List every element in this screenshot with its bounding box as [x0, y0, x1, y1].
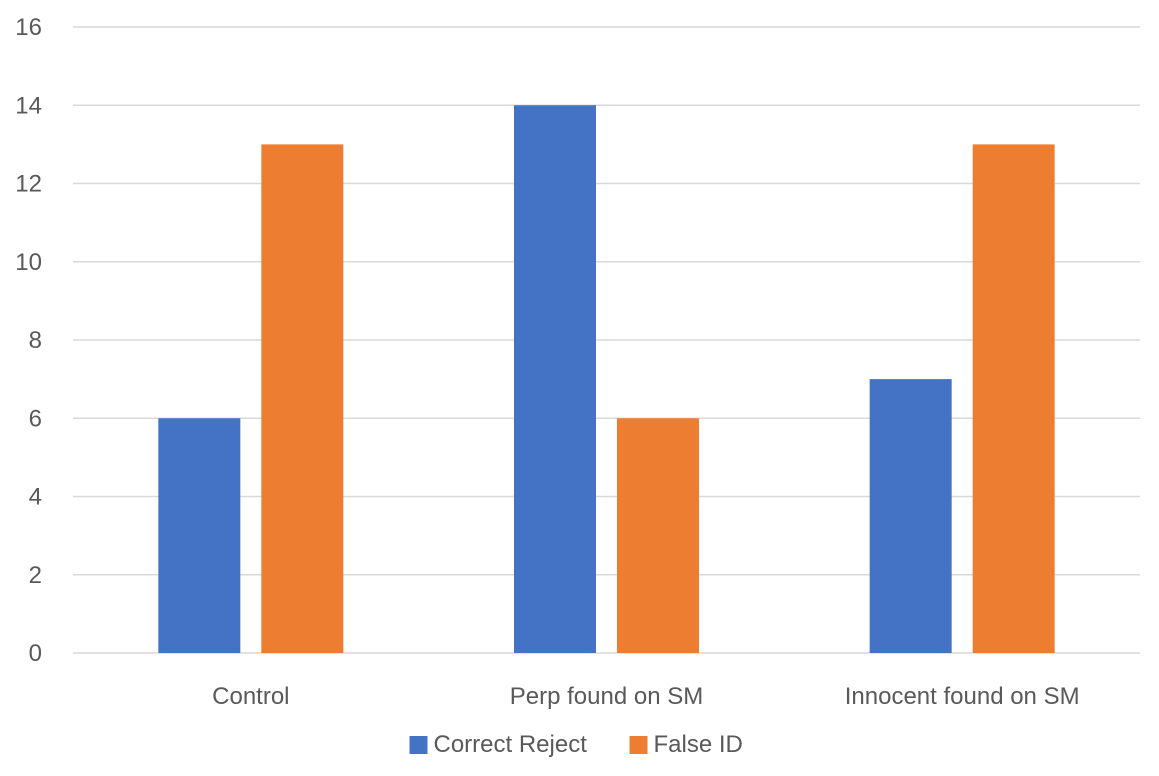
y-tick-label: 6 — [29, 405, 42, 432]
y-tick-label: 12 — [15, 171, 42, 198]
bar-false-id — [972, 144, 1055, 653]
legend-swatch — [409, 736, 428, 754]
y-tick-label: 2 — [29, 562, 42, 589]
y-tick-label: 14 — [15, 92, 42, 119]
legend: Correct Reject False ID — [409, 731, 743, 758]
y-tick-label: 4 — [29, 484, 42, 511]
bar-correct-reject — [514, 105, 596, 653]
x-category-label: Perp found on SM — [510, 683, 703, 710]
y-tick-label: 0 — [29, 640, 42, 667]
x-category-label: Innocent found on SM — [845, 683, 1080, 710]
bar-correct-reject — [158, 418, 241, 653]
x-axis-category-labels: Control Perp found on SM Innocent found on… — [212, 683, 1079, 710]
bar-false-id — [617, 418, 699, 653]
legend-label: Correct Reject — [434, 731, 588, 758]
x-category-label: Control — [212, 683, 289, 710]
gridlines — [73, 26, 1140, 654]
y-tick-label: 10 — [15, 249, 42, 276]
bars — [158, 105, 1055, 653]
bar-correct-reject — [869, 379, 952, 653]
legend-swatch — [629, 736, 648, 754]
y-axis-tick-labels: 0 2 4 6 8 10 12 14 16 — [15, 14, 42, 667]
legend-label: False ID — [654, 731, 743, 758]
bar-false-id — [261, 144, 344, 653]
y-tick-label: 8 — [29, 327, 42, 354]
y-tick-label: 16 — [15, 14, 42, 41]
